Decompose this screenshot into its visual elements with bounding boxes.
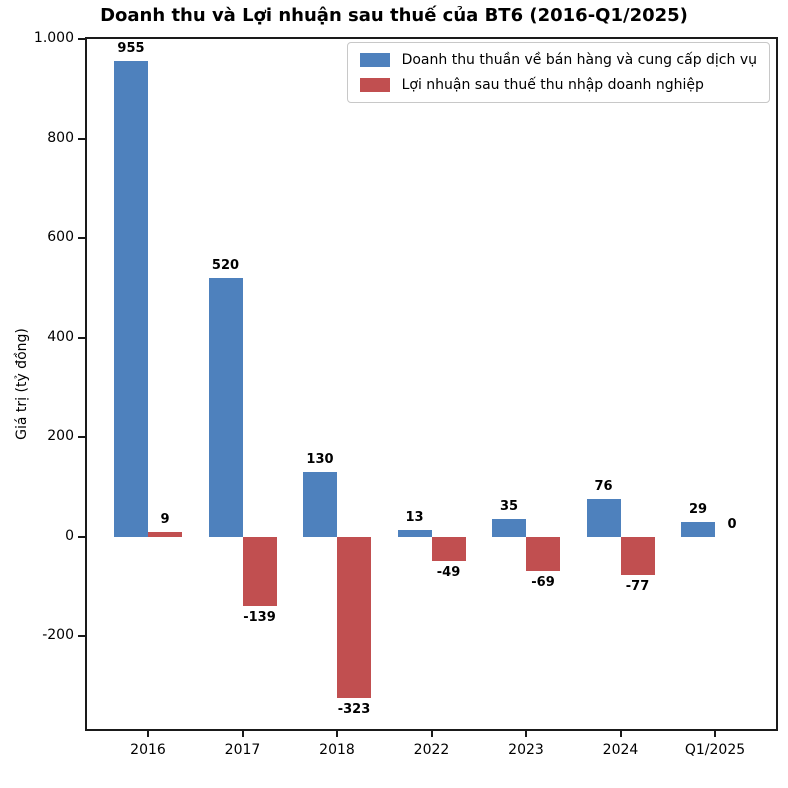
revenue-legend-label: Doanh thu thuần về bán hàng và cung cấp … bbox=[401, 52, 757, 68]
y-tick-label: -200 bbox=[42, 627, 74, 644]
bar-value-label: -139 bbox=[243, 610, 276, 626]
x-tick-mark bbox=[430, 731, 433, 737]
revenue-bar-2017 bbox=[208, 277, 243, 537]
bar-value-label: -69 bbox=[531, 575, 555, 591]
x-tick-mark bbox=[525, 731, 527, 737]
x-tick-label: 2023 bbox=[508, 742, 544, 758]
profit-bar-2017 bbox=[242, 536, 277, 607]
x-tick-label: 2018 bbox=[319, 742, 355, 758]
x-tick-label: 2017 bbox=[224, 742, 261, 758]
y-tick-mark bbox=[78, 535, 85, 538]
revenue-bar-2018 bbox=[303, 472, 337, 537]
plot-area: Doanh thu thuần về bán hàng và cung cấp … bbox=[34, 30, 778, 758]
y-tick-mark bbox=[78, 436, 85, 439]
bar-value-label: 35 bbox=[499, 499, 519, 515]
bar-value-label: 29 bbox=[688, 502, 708, 518]
y-tick-label: 400 bbox=[47, 328, 74, 345]
bar-value-label: 0 bbox=[727, 516, 737, 532]
bar-value-label: 955 bbox=[117, 41, 145, 57]
bar-value-label: 13 bbox=[405, 510, 424, 526]
profit-bar-2023 bbox=[526, 536, 560, 572]
revenue-legend-swatch-icon bbox=[359, 53, 390, 67]
profit-bar-2022 bbox=[431, 536, 466, 562]
bar-value-label: -77 bbox=[625, 579, 650, 595]
bar-value-label: 76 bbox=[594, 479, 613, 494]
legend: Doanh thu thuần về bán hàng và cung cấp … bbox=[346, 42, 770, 103]
y-tick-label: 1.000 bbox=[33, 30, 74, 46]
revenue-bar-2016 bbox=[114, 61, 148, 537]
bar-value-label: 520 bbox=[211, 257, 240, 273]
bar-value-label: -49 bbox=[436, 565, 461, 581]
y-tick-label: 600 bbox=[47, 229, 74, 246]
profit-bar-2024 bbox=[620, 536, 655, 576]
x-tick-mark bbox=[241, 731, 244, 737]
x-tick-label: 2024 bbox=[602, 742, 639, 758]
y-tick-label: 0 bbox=[65, 527, 74, 544]
profit-bar-2016 bbox=[148, 532, 182, 537]
revenue-bar-2023 bbox=[492, 519, 526, 537]
y-tick-mark bbox=[78, 336, 85, 339]
x-tick-mark bbox=[619, 731, 622, 737]
chart-title: Doanh thu và Lợi nhuận sau thuế của BT6 … bbox=[100, 5, 688, 26]
x-tick-label: 2016 bbox=[130, 742, 166, 758]
x-tick-mark bbox=[714, 731, 716, 737]
y-tick-mark bbox=[78, 237, 85, 240]
y-tick-label: 800 bbox=[47, 129, 74, 146]
bar-value-label: 130 bbox=[306, 452, 334, 468]
x-tick-mark bbox=[336, 731, 338, 737]
profit-legend-swatch-icon bbox=[359, 78, 390, 92]
profit-legend-label: Lợi nhuận sau thuế thu nhập doanh nghiệp bbox=[401, 77, 704, 93]
y-tick-label: 200 bbox=[47, 428, 74, 445]
profit-bar-2018 bbox=[337, 536, 371, 698]
y-tick-mark bbox=[78, 38, 85, 40]
revenue-bar-2022 bbox=[397, 530, 432, 537]
revenue-bar-2024 bbox=[586, 499, 621, 537]
bar-value-label: 9 bbox=[160, 512, 170, 528]
x-tick-mark bbox=[147, 731, 149, 737]
y-tick-mark bbox=[78, 137, 85, 140]
revenue-bar-Q1/2025 bbox=[681, 522, 715, 537]
x-tick-label: 2022 bbox=[413, 742, 450, 758]
legend-item-profit: Lợi nhuận sau thuế thu nhập doanh nghiệp bbox=[359, 76, 757, 94]
x-tick-label: Q1/2025 bbox=[684, 742, 746, 758]
legend-item-revenue: Doanh thu thuần về bán hàng và cung cấp … bbox=[359, 51, 757, 69]
y-tick-mark bbox=[78, 635, 85, 638]
bar-value-label: -323 bbox=[337, 701, 371, 717]
